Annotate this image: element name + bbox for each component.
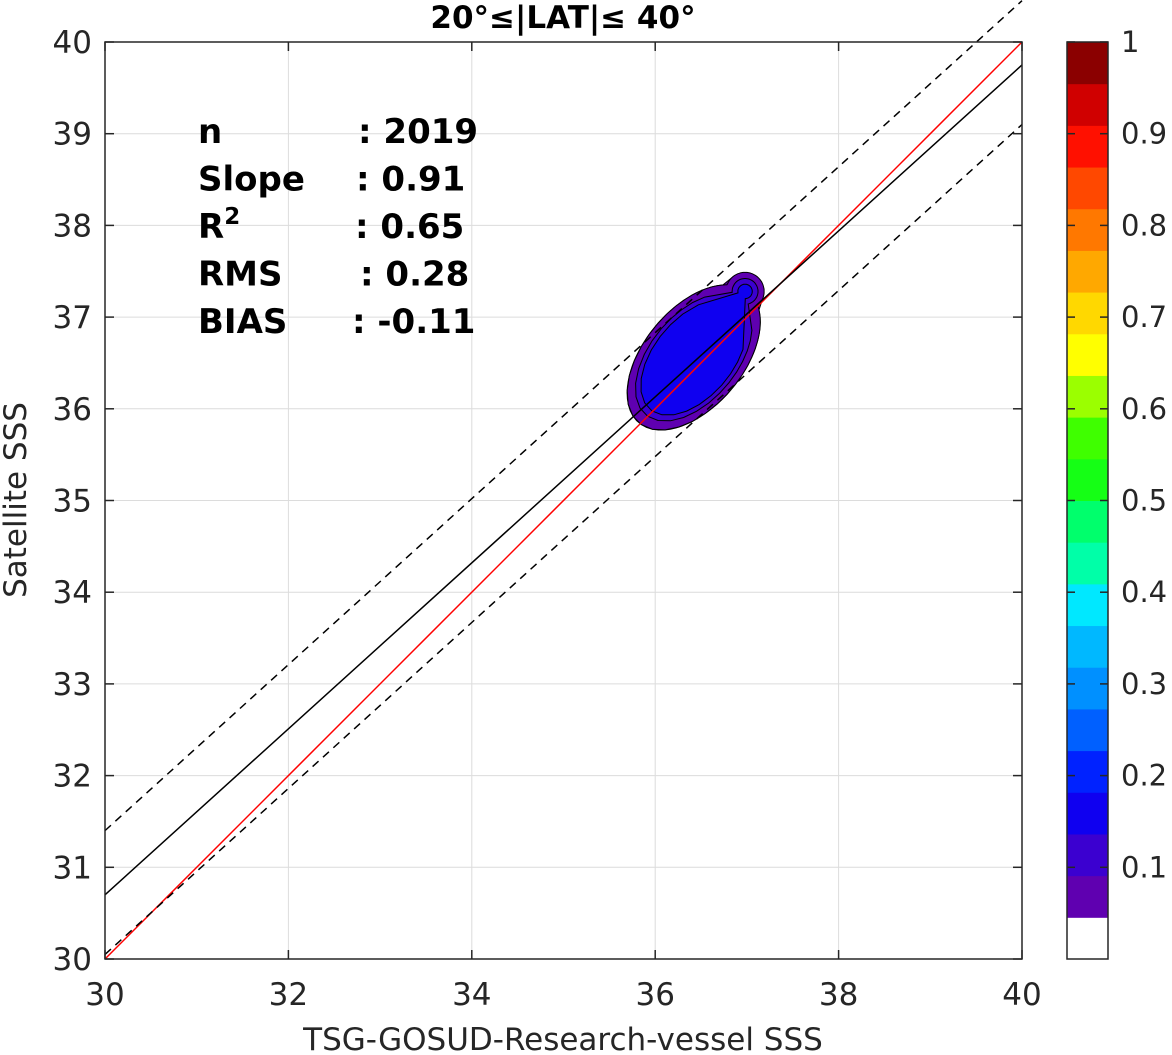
x-tick-label: 40: [1002, 977, 1041, 1013]
reference-lines: [104, 0, 1023, 960]
lower-bound-line: [104, 123, 1023, 955]
colorbar: 0.1 0.2 0.3 0.4 0.5 0.6 0.7 0.8 0.9 1: [1066, 25, 1167, 960]
x-tick-label: 34: [452, 977, 491, 1013]
y-tick-label: 31: [53, 850, 92, 886]
colorbar-segment: [1067, 875, 1108, 918]
y-tick-label: 30: [53, 942, 92, 978]
axis-ticks: 30 32 34 36 38 40 30 31 32 33 34 35 36 37 38 39 40: [53, 25, 1042, 1013]
colorbar-tick-label: 0.9: [1121, 117, 1167, 151]
colorbar-segment: [1067, 833, 1108, 877]
y-tick-label: 36: [53, 392, 92, 428]
colorbar-segment: [1067, 792, 1108, 835]
upper-bound-line: [104, 0, 1023, 832]
colorbar-segment: [1067, 125, 1108, 168]
colorbar-tick-label: 0.4: [1121, 575, 1167, 609]
colorbar-tick-label: 0.8: [1121, 208, 1167, 242]
y-tick-label: 32: [53, 759, 92, 795]
y-tick-label: 37: [53, 300, 92, 336]
colorbar-segment: [1067, 333, 1108, 376]
stat-value: : -0.11: [352, 302, 475, 342]
colorbar-segment: [1067, 42, 1108, 85]
colorbar-segment: [1067, 208, 1108, 251]
colorbar-tick-label: 1: [1121, 25, 1139, 59]
colorbar-segment: [1067, 667, 1108, 710]
colorbar-tick-label: 0.6: [1121, 392, 1167, 426]
one-to-one-line: [104, 41, 1023, 960]
x-tick-label: 30: [85, 977, 124, 1013]
colorbar-tick-label: 0.7: [1121, 300, 1167, 334]
y-tick-label: 40: [53, 25, 92, 61]
chart-title: 20°≤|LAT|≤ 40°: [430, 0, 695, 36]
x-tick-label: 36: [635, 977, 674, 1013]
stat-value: : 0.28: [360, 255, 469, 295]
colorbar-segment: [1067, 917, 1108, 960]
y-axis-label: Satellite SSS: [0, 402, 34, 598]
colorbar-segment: [1067, 458, 1108, 501]
regression-line: [104, 64, 1023, 896]
x-tick-label: 32: [269, 977, 308, 1013]
stat-label: R2: [198, 204, 240, 247]
stat-label: n: [198, 112, 222, 152]
stat-label: Slope: [198, 160, 305, 200]
colorbar-segment: [1067, 625, 1108, 668]
stat-value: : 2019: [358, 112, 478, 152]
y-tick-label: 35: [53, 484, 92, 520]
y-tick-label: 39: [53, 117, 92, 153]
colorbar-tick-label: 0.5: [1121, 484, 1167, 518]
colorbar-segment: [1067, 750, 1108, 793]
colorbar-segment: [1067, 500, 1108, 543]
colorbar-tick-label: 0.1: [1121, 850, 1167, 884]
stat-value: : 0.91: [356, 160, 465, 200]
density-contours: [626, 271, 765, 431]
colorbar-segment: [1067, 83, 1108, 126]
colorbar-segment: [1067, 542, 1108, 585]
colorbar-tick-label: 0.3: [1121, 667, 1167, 701]
x-tick-label: 38: [819, 977, 858, 1013]
stat-label: RMS: [198, 255, 283, 295]
y-tick-label: 38: [53, 208, 92, 244]
colorbar-segment: [1067, 583, 1108, 627]
colorbar-segment: [1067, 292, 1108, 335]
x-axis-label: TSG-GOSUD-Research-vessel SSS: [302, 1022, 823, 1055]
stat-label: BIAS: [198, 302, 287, 342]
y-tick-label: 33: [53, 667, 92, 703]
colorbar-segment: [1067, 167, 1108, 210]
density-contour-level: [640, 283, 753, 416]
colorbar-segment: [1067, 417, 1108, 460]
y-tick-label: 34: [53, 575, 92, 611]
colorbar-segment: [1067, 375, 1108, 418]
colorbar-segment: [1067, 708, 1108, 752]
stats-annotation: n : 2019 Slope : 0.91 R2 : 0.65 RMS : 0.28 BIAS:…: [198, 112, 478, 342]
colorbar-tick-label: 0.2: [1121, 759, 1167, 793]
stat-value: : 0.65: [355, 207, 464, 247]
colorbar-segment: [1067, 250, 1108, 293]
